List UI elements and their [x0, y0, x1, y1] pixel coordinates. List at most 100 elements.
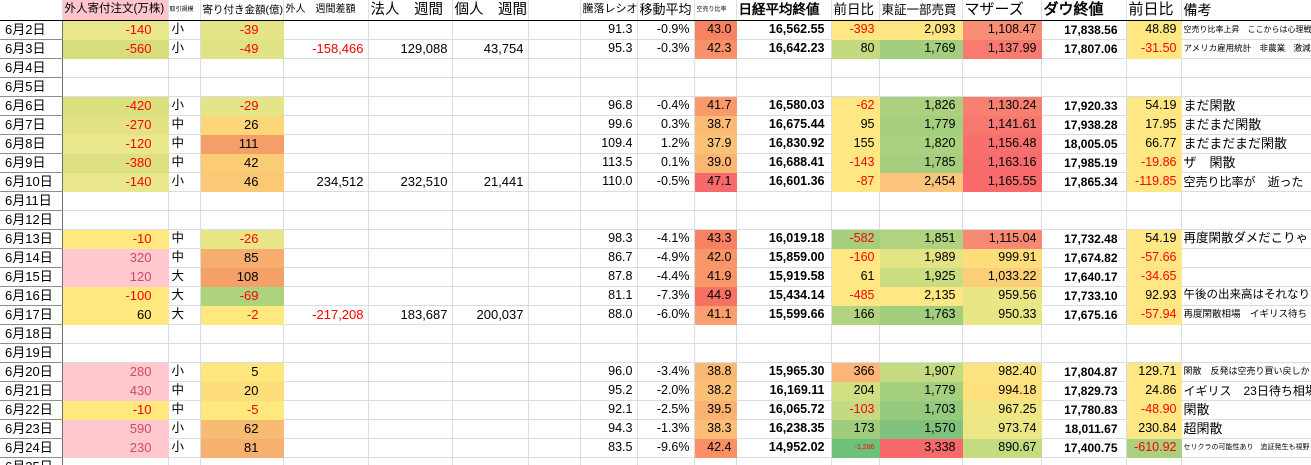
- cell-corp_week[interactable]: [368, 115, 453, 135]
- cell-short_ratio[interactable]: 47.1: [694, 172, 737, 192]
- cell-foreign_order[interactable]: [62, 77, 169, 97]
- cell-dow[interactable]: 17,938.28: [1041, 115, 1127, 135]
- cell-nikkei_chg[interactable]: 80: [831, 39, 880, 59]
- cell-size[interactable]: [168, 191, 201, 211]
- cell-dow_chg[interactable]: -19.86: [1126, 153, 1182, 173]
- cell-dow[interactable]: 17,865.34: [1041, 172, 1127, 192]
- cell-corp_week[interactable]: [368, 77, 453, 97]
- cell-tse[interactable]: 1,779: [879, 115, 963, 135]
- cell-foreign_week[interactable]: -217,208: [283, 305, 369, 325]
- header-foreign_order[interactable]: 外人寄付注文(万株): [62, 0, 169, 21]
- cell-dow_chg[interactable]: 54.19: [1126, 96, 1182, 116]
- cell-opening_amount[interactable]: 46: [200, 172, 284, 192]
- cell-ratio[interactable]: 81.1: [580, 286, 638, 306]
- cell-ma[interactable]: -6.0%: [637, 305, 695, 325]
- cell-foreign_week[interactable]: [283, 343, 369, 363]
- cell-spacer[interactable]: [528, 77, 581, 97]
- cell-spacer[interactable]: [528, 267, 581, 287]
- cell-ratio[interactable]: 110.0: [580, 172, 638, 192]
- cell-corp_week[interactable]: 129,088: [368, 39, 453, 59]
- cell-dow_chg[interactable]: [1126, 77, 1182, 97]
- cell-ratio[interactable]: 113.5: [580, 153, 638, 173]
- cell-foreign_week[interactable]: [283, 248, 369, 268]
- cell-spacer[interactable]: [528, 286, 581, 306]
- cell-short_ratio[interactable]: 38.3: [694, 419, 737, 439]
- header-tse[interactable]: 東証一部売買: [879, 0, 963, 21]
- cell-dow_chg[interactable]: [1126, 58, 1182, 78]
- cell-nikkei[interactable]: 15,599.66: [736, 305, 832, 325]
- cell-remark[interactable]: [1181, 324, 1311, 344]
- cell-spacer[interactable]: [528, 248, 581, 268]
- cell-dow_chg[interactable]: 24.86: [1126, 381, 1182, 401]
- cell-dow[interactable]: [1041, 58, 1127, 78]
- cell-size[interactable]: [168, 58, 201, 78]
- cell-tse[interactable]: 1,785: [879, 153, 963, 173]
- cell-foreign_week[interactable]: [283, 362, 369, 382]
- cell-dow[interactable]: 17,733.10: [1041, 286, 1127, 306]
- cell-foreign_order[interactable]: 280: [62, 362, 169, 382]
- cell-opening_amount[interactable]: 111: [200, 134, 284, 154]
- cell-foreign_order[interactable]: [62, 210, 169, 230]
- cell-ratio[interactable]: 91.3: [580, 20, 638, 40]
- cell-nikkei[interactable]: [736, 343, 832, 363]
- cell-dow[interactable]: [1041, 77, 1127, 97]
- cell-tse[interactable]: 1,570: [879, 419, 963, 439]
- cell-short_ratio[interactable]: 39.0: [694, 153, 737, 173]
- cell-indiv_week[interactable]: [452, 134, 529, 154]
- cell-ratio[interactable]: 98.3: [580, 229, 638, 249]
- cell-size[interactable]: 中: [168, 134, 201, 154]
- cell-nikkei_chg[interactable]: [831, 210, 880, 230]
- cell-foreign_order[interactable]: -560: [62, 39, 169, 59]
- cell-short_ratio[interactable]: [694, 457, 737, 465]
- cell-remark[interactable]: アメリカ雇用統計 非農業 激減: [1181, 39, 1311, 59]
- cell-ma[interactable]: -4.9%: [637, 248, 695, 268]
- cell-tse[interactable]: 1,826: [879, 96, 963, 116]
- cell-nikkei[interactable]: [736, 77, 832, 97]
- cell-dow_chg[interactable]: 92.93: [1126, 286, 1182, 306]
- cell-dow_chg[interactable]: [1126, 210, 1182, 230]
- cell-remark[interactable]: [1181, 58, 1311, 78]
- cell-ratio[interactable]: 95.3: [580, 39, 638, 59]
- cell-short_ratio[interactable]: 41.1: [694, 305, 737, 325]
- cell-spacer[interactable]: [528, 153, 581, 173]
- cell-short_ratio[interactable]: 38.2: [694, 381, 737, 401]
- cell-indiv_week[interactable]: [452, 77, 529, 97]
- cell-ratio[interactable]: 83.5: [580, 438, 638, 458]
- cell-spacer[interactable]: [528, 381, 581, 401]
- cell-remark[interactable]: [1181, 77, 1311, 97]
- cell-indiv_week[interactable]: [452, 115, 529, 135]
- header-nikkei[interactable]: 日経平均終値: [736, 0, 832, 21]
- cell-corp_week[interactable]: [368, 362, 453, 382]
- cell-opening_amount[interactable]: -5: [200, 400, 284, 420]
- cell-short_ratio[interactable]: [694, 58, 737, 78]
- cell-foreign_week[interactable]: -158,466: [283, 39, 369, 59]
- cell-foreign_week[interactable]: [283, 96, 369, 116]
- cell-mothers[interactable]: 1,033.22: [962, 267, 1042, 287]
- cell-foreign_week[interactable]: [283, 267, 369, 287]
- cell-foreign_order[interactable]: [62, 457, 169, 465]
- cell-corp_week[interactable]: [368, 400, 453, 420]
- cell-dow_chg[interactable]: -34.65: [1126, 267, 1182, 287]
- cell-ma[interactable]: [637, 210, 695, 230]
- cell-ma[interactable]: -4.1%: [637, 229, 695, 249]
- cell-remark[interactable]: イギリス 23日待ち相場: [1181, 381, 1311, 401]
- cell-foreign_week[interactable]: [283, 191, 369, 211]
- cell-tse[interactable]: 1,820: [879, 134, 963, 154]
- cell-short_ratio[interactable]: 38.8: [694, 362, 737, 382]
- cell-foreign_week[interactable]: [283, 457, 369, 465]
- cell-indiv_week[interactable]: [452, 153, 529, 173]
- cell-ratio[interactable]: [580, 58, 638, 78]
- cell-dow_chg[interactable]: 48.89: [1126, 20, 1182, 40]
- cell-mothers[interactable]: 1,115.04: [962, 229, 1042, 249]
- cell-size[interactable]: 中: [168, 229, 201, 249]
- cell-nikkei[interactable]: [736, 324, 832, 344]
- cell-nikkei_chg[interactable]: -62: [831, 96, 880, 116]
- cell-size[interactable]: 中: [168, 400, 201, 420]
- cell-short_ratio[interactable]: 42.3: [694, 39, 737, 59]
- cell-size[interactable]: [168, 210, 201, 230]
- cell-mothers[interactable]: 994.18: [962, 381, 1042, 401]
- cell-foreign_order[interactable]: -140: [62, 172, 169, 192]
- cell-nikkei[interactable]: 16,580.03: [736, 96, 832, 116]
- cell-dow[interactable]: [1041, 191, 1127, 211]
- cell-foreign_week[interactable]: [283, 58, 369, 78]
